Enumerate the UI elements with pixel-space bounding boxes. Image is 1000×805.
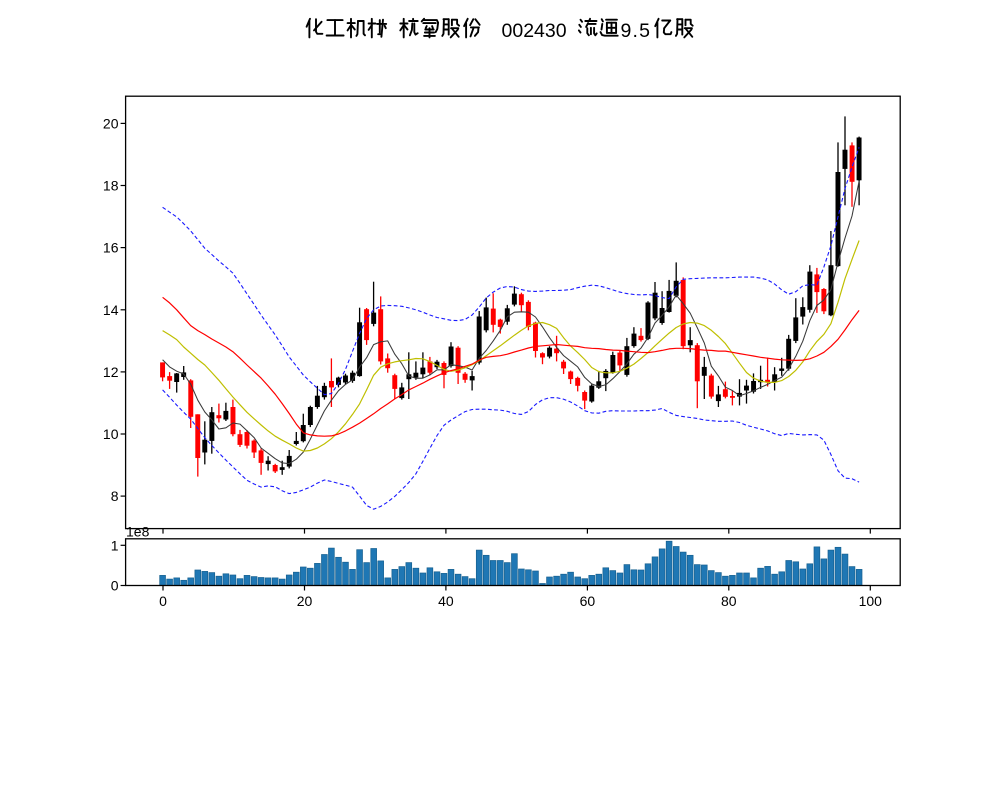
svg-text:16: 16	[103, 240, 119, 256]
svg-text:100: 100	[859, 593, 883, 609]
svg-text:9.5: 9.5	[621, 20, 652, 42]
svg-text:14: 14	[103, 302, 119, 318]
svg-text:1: 1	[111, 537, 119, 553]
svg-text:10: 10	[103, 426, 119, 442]
svg-text:0: 0	[159, 593, 167, 609]
svg-text:60: 60	[580, 593, 596, 609]
svg-text:12: 12	[103, 364, 119, 380]
svg-text:80: 80	[721, 593, 737, 609]
svg-text:18: 18	[103, 178, 119, 194]
svg-text:0: 0	[111, 578, 119, 594]
svg-text:1e8: 1e8	[126, 524, 150, 540]
svg-text:20: 20	[103, 115, 119, 131]
svg-text:8: 8	[111, 488, 119, 504]
svg-text:20: 20	[297, 593, 313, 609]
svg-text:002430: 002430	[502, 20, 567, 42]
svg-text:40: 40	[438, 593, 454, 609]
